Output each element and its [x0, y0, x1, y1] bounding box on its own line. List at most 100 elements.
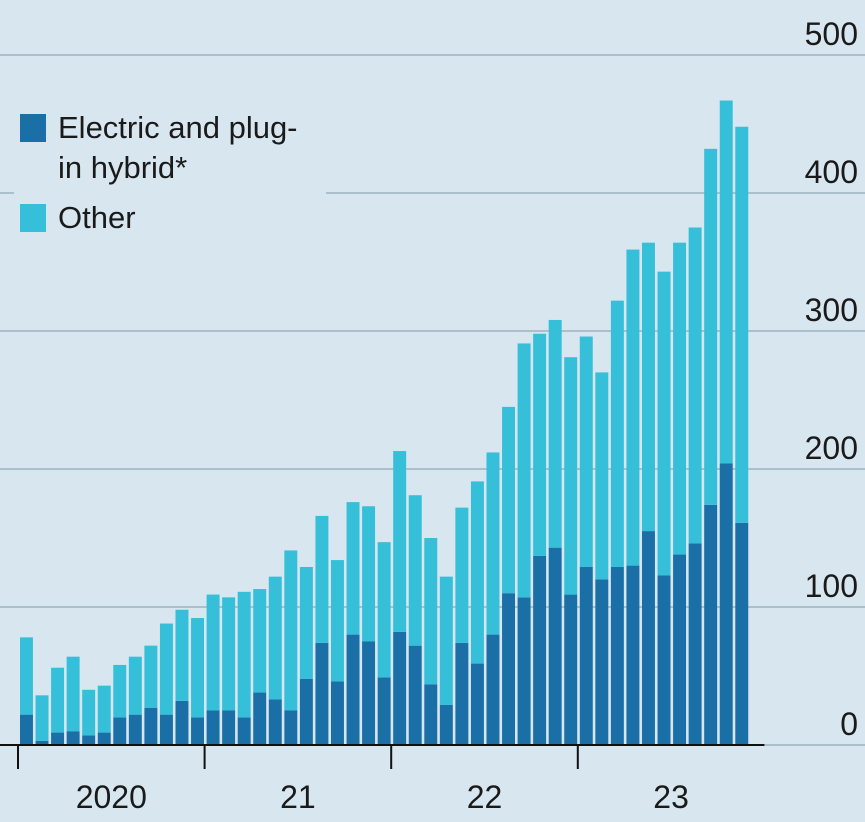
bar-segment — [362, 506, 376, 642]
bar-segment — [35, 740, 49, 745]
legend-label: Electric and plug-in hybrid* — [58, 110, 298, 185]
bar-segment — [237, 591, 251, 718]
bar-segment — [113, 717, 127, 745]
bar-segment — [66, 731, 80, 745]
bar-segment — [642, 242, 655, 532]
bar-segment — [517, 343, 531, 598]
bar-segment — [673, 554, 687, 745]
y-tick-label: 200 — [805, 430, 858, 466]
bar-segment — [144, 707, 158, 745]
bar-segment — [159, 714, 173, 745]
bar-segment — [268, 576, 282, 700]
bar-segment — [82, 735, 96, 745]
bar-segment — [377, 677, 391, 745]
bar-segment — [610, 566, 624, 745]
y-tick-label: 300 — [805, 292, 858, 328]
bar-segment — [486, 634, 500, 745]
bar-segment — [595, 372, 609, 580]
x-tick-label: 21 — [280, 779, 316, 815]
bar-segment — [595, 579, 609, 745]
bar-segment — [564, 357, 578, 595]
bar-segment — [673, 242, 687, 555]
bar-segment — [113, 664, 127, 718]
bar-segment — [82, 689, 96, 736]
y-tick-label: 100 — [805, 568, 858, 604]
bar-segment — [439, 576, 453, 705]
legend-item: Electric and plug-in hybrid* — [20, 108, 320, 188]
bar-segment — [253, 589, 267, 693]
bar-segment — [20, 714, 33, 745]
bar-segment — [393, 451, 407, 632]
bar-segment — [268, 699, 282, 745]
bar-segment — [424, 538, 438, 685]
bar-segment — [222, 710, 236, 745]
x-tick-label: 22 — [467, 779, 503, 815]
bar-segment — [191, 618, 204, 718]
legend-swatch — [20, 114, 46, 142]
bar-segment — [408, 495, 422, 646]
bar-segment — [455, 642, 469, 745]
bar-segment — [346, 634, 360, 745]
bar-segment — [175, 700, 189, 745]
bar-segment — [548, 547, 562, 745]
bar-segment — [377, 542, 391, 678]
bar-segment — [97, 685, 111, 733]
bar-segment — [455, 507, 469, 643]
bar-segment — [315, 642, 329, 745]
bar-segment — [362, 641, 376, 745]
bar-segment — [237, 717, 251, 745]
bar-segment — [657, 271, 671, 576]
bar-segment — [331, 560, 344, 682]
x-tick-label: 23 — [653, 779, 689, 815]
bar-segment — [159, 623, 173, 715]
bar-segment — [35, 695, 49, 741]
bar-segment — [704, 148, 718, 505]
legend-label: Other — [58, 200, 136, 235]
bar-segment — [51, 732, 65, 745]
bar-segment — [97, 732, 111, 745]
bar-segment — [564, 594, 578, 745]
bar-segment — [424, 684, 438, 745]
bar-segment — [688, 543, 702, 745]
y-tick-label: 500 — [805, 16, 858, 52]
bar-segment — [315, 515, 329, 643]
bar-segment — [20, 637, 33, 715]
bar-segment — [688, 227, 702, 544]
bar-segment — [610, 300, 624, 567]
bar-segment — [206, 594, 220, 711]
bar-segment — [128, 714, 142, 745]
bar-segment — [719, 463, 733, 745]
bar-segment — [642, 531, 655, 745]
bar-segment — [579, 336, 593, 567]
bar-segment — [502, 593, 515, 745]
legend: Electric and plug-in hybrid* Other — [14, 104, 326, 254]
bar-segment — [486, 452, 500, 635]
bar-segment — [704, 504, 718, 745]
legend-item: Other — [20, 198, 320, 238]
bar-segment — [206, 710, 220, 745]
bar-segment — [66, 656, 80, 732]
bar-segment — [517, 597, 531, 745]
x-tick-label: 2020 — [76, 779, 147, 815]
bar-segment — [657, 575, 671, 745]
bar-segment — [284, 710, 298, 745]
bar-segment — [735, 126, 749, 523]
bar-segment — [128, 656, 142, 715]
bar-segment — [331, 681, 344, 745]
bar-segment — [626, 565, 640, 745]
legend-swatch — [20, 204, 46, 232]
bar-segment — [284, 550, 298, 711]
bar-segment — [408, 645, 422, 745]
bar-segment — [191, 717, 204, 745]
bar-segment — [439, 704, 453, 745]
bar-segment — [735, 522, 749, 745]
bar-segment — [51, 667, 65, 733]
bar-segment — [533, 555, 547, 745]
bar-segment — [579, 566, 593, 745]
bar-segment — [222, 597, 236, 711]
bar-segment — [470, 481, 484, 664]
bar-segment — [548, 319, 562, 548]
bar-segment — [393, 631, 407, 745]
